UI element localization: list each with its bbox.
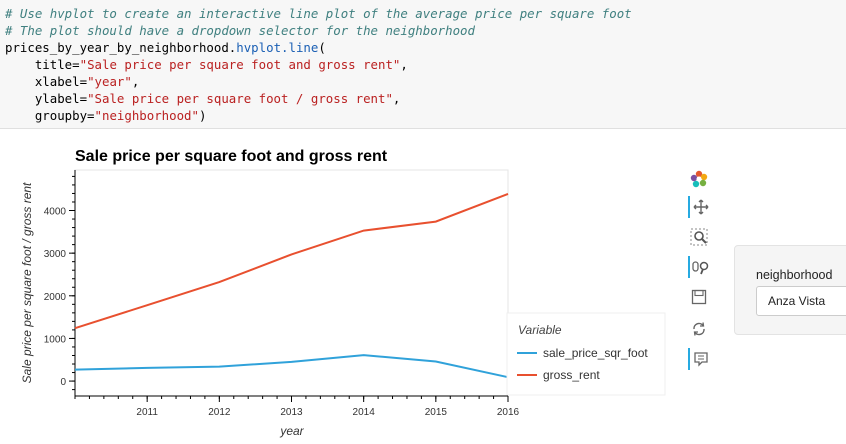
code-block[interactable]: # Use hvplot to create an interactive li… — [0, 0, 846, 124]
legend-entry-label[interactable]: gross_rent — [543, 368, 600, 382]
reset-icon[interactable] — [688, 318, 710, 340]
x-tick-label: 2015 — [425, 407, 448, 418]
y-tick-label: 1000 — [44, 334, 67, 345]
code-cell[interactable]: # Use hvplot to create an interactive li… — [0, 0, 846, 129]
code-comma: , — [400, 57, 408, 72]
code-comment: # Use hvplot to create an interactive li… — [5, 6, 632, 21]
y-tick-label: 3000 — [44, 249, 67, 260]
x-tick-label: 2014 — [353, 407, 376, 418]
code-arg-string: "year" — [87, 74, 132, 89]
y-tick-label: 2000 — [44, 292, 67, 303]
code-arg-key: ylabel= — [5, 91, 88, 106]
pan-icon[interactable] — [688, 196, 712, 218]
series-line-sale-price-sqr-foot[interactable] — [74, 354, 509, 379]
series-line-gross-rent[interactable] — [74, 192, 509, 330]
code-arg-string: "neighborhood" — [94, 108, 199, 123]
y-tick-label: 4000 — [44, 207, 67, 218]
code-object: prices_by_year_by_neighborhood. — [5, 40, 237, 55]
legend[interactable]: Variable sale_price_sqr_foot gross_rent — [506, 312, 666, 396]
x-tick-label: 2016 — [497, 407, 520, 418]
plot-toolbar[interactable] — [684, 168, 714, 378]
code-comma: , — [131, 74, 140, 89]
neighborhood-label: neighborhood — [756, 268, 833, 282]
bokeh-logo-icon[interactable] — [688, 168, 710, 190]
hover-icon[interactable] — [688, 348, 712, 370]
y-tick-label: 0 — [60, 377, 66, 388]
groupby-widget: neighborhood Anza Vista — [734, 245, 846, 335]
x-tick-label: 2011 — [136, 407, 158, 418]
save-icon[interactable] — [688, 286, 710, 308]
code-comment: # The plot should have a dropdown select… — [5, 23, 475, 38]
code-method: hvplot.line — [236, 40, 319, 55]
wheel-zoom-icon[interactable] — [688, 256, 712, 278]
legend-title: Variable — [518, 323, 562, 337]
code-comma: , — [392, 91, 401, 106]
x-axis-label: year — [279, 424, 304, 438]
code-arg-key: groupby= — [5, 108, 95, 123]
box-zoom-icon[interactable] — [688, 226, 710, 248]
legend-entry-label[interactable]: sale_price_sqr_foot — [543, 346, 648, 360]
code-arg-key: title= — [5, 57, 80, 72]
x-tick-label: 2013 — [280, 407, 303, 418]
code-paren: ( — [318, 40, 326, 55]
neighborhood-select[interactable]: Anza Vista — [756, 286, 846, 316]
y-axis-label: Sale price per square foot / gross rent — [20, 182, 34, 383]
x-tick-label: 2012 — [208, 407, 231, 418]
code-arg-string: "Sale price per square foot and gross re… — [79, 57, 401, 72]
code-paren: ) — [198, 108, 207, 123]
chart-title: Sale price per square foot and gross ren… — [75, 148, 388, 165]
code-arg-key: xlabel= — [5, 74, 88, 89]
code-arg-string: "Sale price per square foot / gross rent… — [87, 91, 393, 106]
